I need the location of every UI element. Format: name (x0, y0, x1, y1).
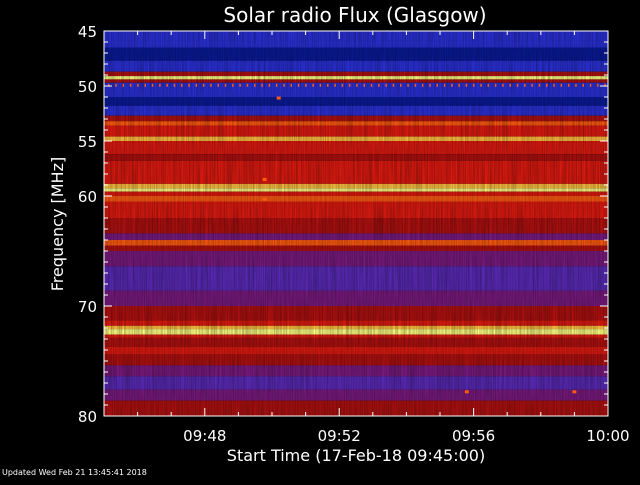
interference-dot-12 (195, 83, 198, 87)
interference-dot-30 (327, 83, 329, 87)
interference-dot-66 (589, 83, 592, 87)
interference-dot-20 (254, 83, 256, 87)
interference-dot-52 (487, 83, 490, 87)
interference-dot-61 (553, 83, 555, 87)
interference-dot-1 (115, 83, 117, 87)
interference-dot-6 (151, 83, 154, 87)
interference-dot-27 (305, 83, 307, 87)
interference-dot-19 (246, 83, 249, 87)
x-tick-label-3: 10:00 (586, 427, 629, 445)
interference-dot-32 (341, 83, 344, 87)
interference-dot-28 (312, 83, 314, 87)
interference-dot-10 (181, 83, 183, 87)
burst-spot-0 (276, 96, 281, 100)
burst-spot-4 (572, 390, 577, 394)
y-tick-label-3: 60 (78, 188, 97, 206)
interference-dot-60 (546, 83, 548, 87)
interference-dot-18 (239, 83, 241, 87)
interference-dot-15 (217, 83, 219, 87)
x-axis-ticks: 09:48 09:52 09:56 10:00 (103, 31, 630, 445)
interference-dot-45 (436, 83, 438, 87)
interference-dot-38 (385, 83, 387, 87)
y-tick-label-1: 50 (78, 78, 97, 96)
interference-dot-57 (524, 83, 526, 87)
plot-border (103, 30, 609, 417)
chart-title: Solar radio Flux (Glasgow) (223, 3, 486, 27)
interference-dot-16 (224, 83, 227, 87)
x-axis-title: Start Time (17-Feb-18 09:45:00) (227, 446, 485, 465)
interference-dot-48 (458, 83, 460, 87)
interference-dot-29 (319, 83, 322, 87)
interference-dot-14 (210, 83, 212, 87)
interference-dot-50 (473, 83, 475, 87)
interference-dot-21 (261, 83, 263, 87)
y-tick-label-0: 45 (78, 23, 97, 41)
interference-dot-2 (122, 83, 125, 87)
y-axis-title: Frequency [MHz] (48, 157, 67, 291)
noise-texture (104, 31, 608, 416)
interference-dot-24 (283, 83, 285, 87)
interference-dot-68 (604, 83, 606, 87)
x-tick-label-0: 09:48 (183, 427, 226, 445)
y-axis-ticks: 45 50 55 60 70 80 (78, 23, 608, 426)
interference-dot-33 (348, 83, 351, 87)
interference-dot-7 (159, 83, 161, 87)
y-tick-label-4: 70 (78, 298, 97, 316)
interference-dot-53 (494, 83, 497, 87)
burst-spot-3 (464, 390, 469, 394)
interference-dot-56 (516, 83, 519, 87)
interference-dot-25 (290, 83, 292, 87)
burst-spot-2 (262, 197, 267, 201)
interference-dot-64 (575, 83, 577, 87)
interference-dot-3 (129, 83, 132, 87)
interference-dot-58 (531, 83, 533, 87)
interference-dots (108, 83, 606, 87)
interference-dot-39 (392, 83, 395, 87)
interference-dot-35 (363, 83, 365, 87)
interference-dot-0 (108, 83, 110, 87)
interference-dot-42 (414, 83, 417, 87)
interference-dot-65 (582, 83, 584, 87)
interference-dot-5 (144, 83, 146, 87)
interference-dot-55 (509, 83, 511, 87)
interference-dot-47 (451, 83, 453, 87)
interference-dot-37 (378, 83, 380, 87)
plot-frame (103, 30, 609, 417)
x-tick-label-2: 09:56 (452, 427, 495, 445)
interference-dot-59 (538, 83, 541, 87)
updated-timestamp: Updated Wed Feb 21 13:45:41 2018 (2, 468, 147, 477)
interference-dot-22 (268, 83, 271, 87)
burst-spot-1 (262, 178, 267, 181)
interference-dot-34 (356, 83, 358, 87)
interference-dot-4 (137, 83, 139, 87)
interference-dot-44 (429, 83, 431, 87)
interference-dot-40 (400, 83, 402, 87)
interference-dot-67 (597, 83, 599, 87)
y-tick-label-5: 80 (78, 408, 97, 426)
interference-dot-62 (560, 83, 563, 87)
interference-dot-49 (465, 83, 468, 87)
interference-dot-31 (334, 83, 336, 87)
burst-spots (262, 96, 577, 394)
interference-dot-8 (166, 83, 168, 87)
interference-dot-17 (232, 83, 234, 87)
interference-dot-36 (370, 83, 373, 87)
interference-dot-23 (275, 83, 278, 87)
interference-dot-54 (502, 83, 504, 87)
interference-dot-63 (567, 83, 570, 87)
interference-dot-13 (202, 83, 205, 87)
plot-area (104, 31, 608, 416)
interference-dot-51 (480, 83, 482, 87)
interference-dot-41 (407, 83, 409, 87)
interference-dot-26 (297, 83, 300, 87)
interference-dot-43 (421, 83, 424, 87)
y-tick-label-2: 55 (78, 133, 97, 151)
interference-dot-9 (173, 83, 176, 87)
interference-dot-11 (188, 83, 190, 87)
interference-dot-46 (443, 83, 446, 87)
x-tick-label-1: 09:52 (318, 427, 361, 445)
